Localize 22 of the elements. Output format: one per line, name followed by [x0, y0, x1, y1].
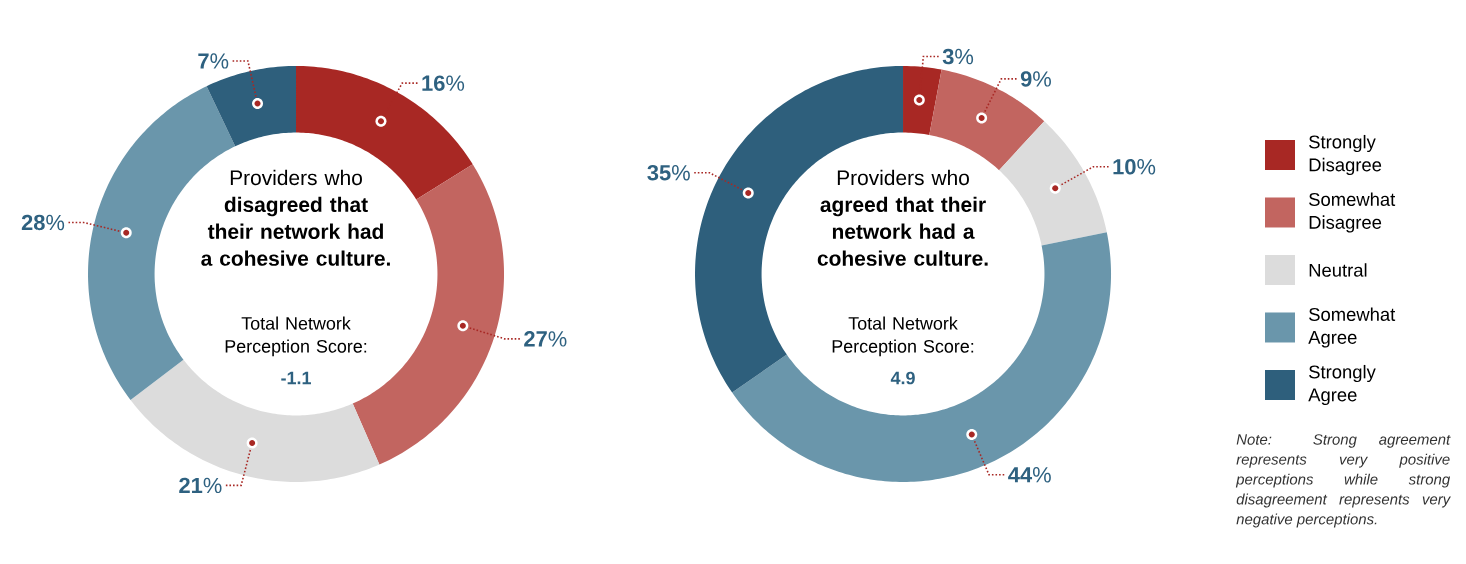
- text: Note: Strong agreement represents very positive perceptions while strong disagreement represents very negative perceptions.: [1235, 434, 1451, 528]
- legend-label: Somewhat Disagree: [1309, 192, 1396, 233]
- data-label: 44%: [1008, 467, 1051, 483]
- text: 4.9: [890, 371, 915, 385]
- data-label: 35%: [647, 164, 690, 181]
- data-label: 9%: [1020, 71, 1051, 87]
- data-label: 21%: [179, 477, 222, 494]
- text: Providers who disagreed that their network had a cohesive culture.: [201, 169, 390, 266]
- data-label: 28%: [21, 214, 65, 231]
- legend-label: Somewhat Agree: [1308, 307, 1396, 348]
- data-label: 3%: [942, 48, 974, 65]
- data-label: 16%: [422, 75, 465, 91]
- data-label: 10%: [1113, 158, 1156, 175]
- text: Total Network Perception Score:: [832, 316, 974, 357]
- legend-label: Neutral: [1309, 263, 1367, 277]
- text: Providers who agreed that their network had a cohesive culture.: [817, 169, 988, 266]
- text: Total Network Perception Score:: [225, 316, 367, 357]
- data-label: 7%: [198, 53, 229, 69]
- legend-label: Strongly Disagree: [1309, 134, 1382, 176]
- data-label: 27%: [524, 331, 567, 347]
- text: -1.1: [281, 371, 311, 385]
- legend-label: Strongly Agree: [1308, 364, 1376, 406]
